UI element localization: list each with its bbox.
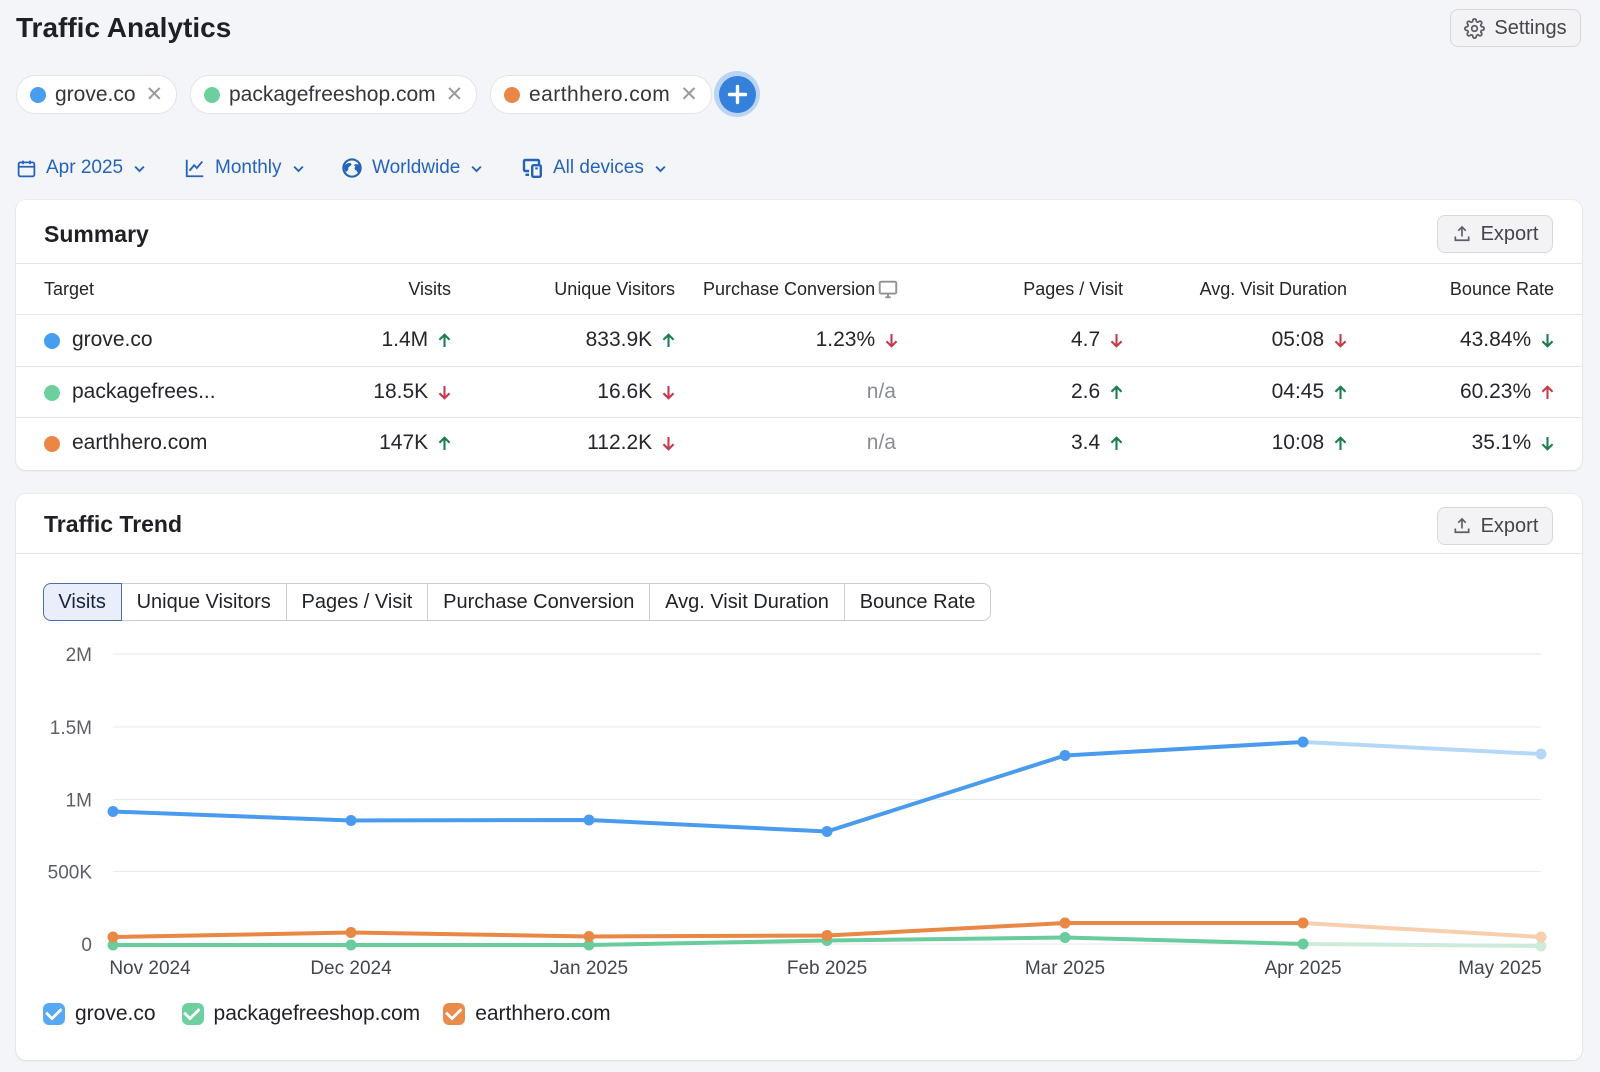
svg-text:500K: 500K [48, 863, 93, 884]
svg-text:Jan 2025: Jan 2025 [550, 958, 628, 979]
svg-text:2M: 2M [66, 645, 92, 666]
svg-text:Apr 2025: Apr 2025 [1264, 958, 1341, 979]
svg-text:Dec 2024: Dec 2024 [310, 958, 392, 979]
svg-text:1M: 1M [66, 791, 92, 812]
svg-text:0: 0 [81, 935, 92, 956]
svg-text:Feb 2025: Feb 2025 [787, 958, 867, 979]
svg-text:May 2025: May 2025 [1458, 958, 1541, 979]
svg-text:Nov 2024: Nov 2024 [109, 958, 191, 979]
svg-text:1.5M: 1.5M [50, 718, 92, 739]
svg-text:Mar 2025: Mar 2025 [1025, 958, 1105, 979]
